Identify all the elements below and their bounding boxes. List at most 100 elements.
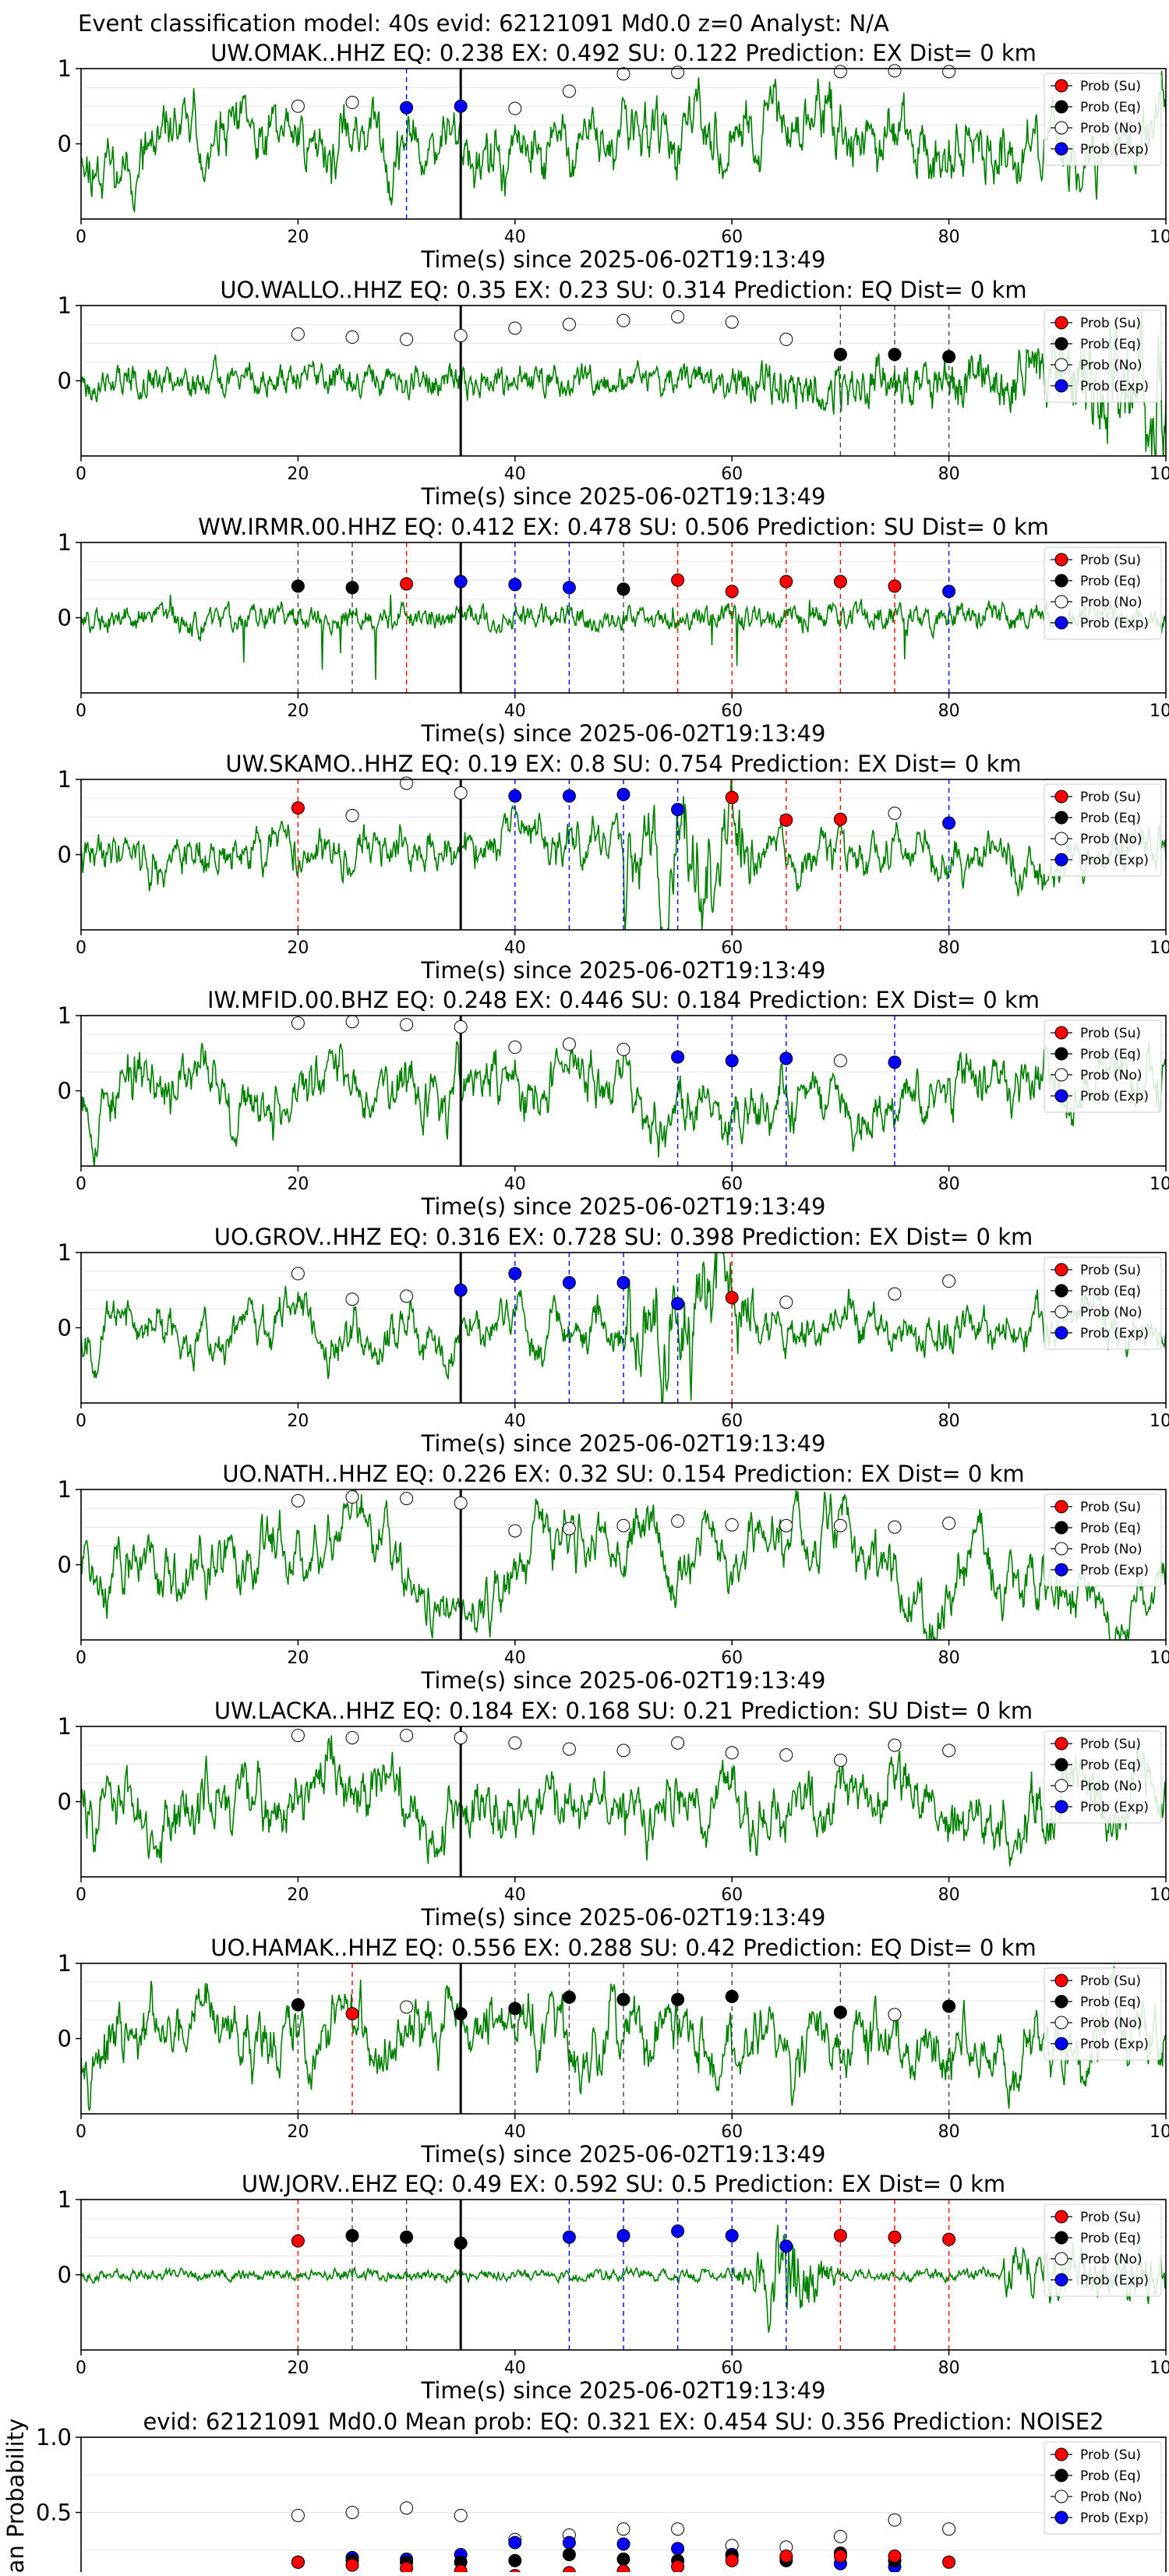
- prob-marker-su: [725, 585, 739, 599]
- panel-9: UO.HAMAK..HHZ EQ: 0.556 EX: 0.288 SU: 0.…: [58, 1935, 1169, 2168]
- panel-7: UO.NATH..HHZ EQ: 0.226 EX: 0.32 SU: 0.15…: [58, 1461, 1169, 1694]
- legend-marker-no: [1054, 1542, 1068, 1556]
- x-tick-label: 20: [287, 938, 309, 958]
- prob-marker-no: [345, 95, 359, 109]
- mean-prob-point-su: [779, 2549, 793, 2563]
- prob-marker-su: [291, 2234, 305, 2248]
- prob-marker-eq: [942, 1999, 956, 2013]
- x-tick-label: 20: [287, 1648, 309, 1668]
- legend-label-exp: Prob (Exp): [1080, 2037, 1149, 2052]
- prob-marker-no: [345, 1730, 359, 1744]
- mean-prob-point-eq: [562, 2548, 576, 2562]
- y-tick-label: 1: [58, 1476, 72, 1503]
- legend-label-eq: Prob (Eq): [1080, 1995, 1141, 2010]
- legend-box: [1044, 783, 1162, 877]
- prob-marker-exp: [779, 1051, 793, 1065]
- x-tick-label: 100: [1150, 1412, 1169, 1431]
- prob-marker-no: [725, 1746, 739, 1760]
- prob-marker-no: [400, 1729, 414, 1743]
- legend-box: [1044, 2441, 1162, 2535]
- legend-label-no: Prob (No): [1080, 832, 1143, 847]
- x-tick-label: 80: [938, 1885, 960, 1905]
- legend-label-exp: Prob (Exp): [1080, 1326, 1149, 1341]
- legend-label-exp: Prob (Exp): [1080, 853, 1149, 868]
- legend-label-no: Prob (No): [1080, 595, 1143, 610]
- prob-marker-eq: [454, 2236, 468, 2250]
- x-tick-label: 20: [287, 2122, 309, 2142]
- prob-marker-no: [291, 1267, 305, 1281]
- x-tick-label: 40: [504, 1648, 526, 1668]
- x-tick-label: 80: [938, 2122, 960, 2142]
- panel-title: UW.SKAMO..HHZ EQ: 0.19 EX: 0.8 SU: 0.754…: [225, 751, 1021, 777]
- y-tick-label: 1: [58, 529, 72, 556]
- legend-marker-exp: [1054, 2273, 1068, 2287]
- y-tick-label: 1: [58, 1002, 72, 1029]
- prob-marker-no: [508, 1524, 522, 1538]
- prob-marker-exp: [616, 1276, 630, 1290]
- legend-marker-eq: [1054, 574, 1068, 588]
- x-tick-label: 80: [938, 228, 960, 247]
- y-tick-label: 1: [58, 55, 72, 82]
- prob-marker-no: [508, 101, 522, 115]
- waveform-trace: [81, 1735, 1166, 1867]
- x-tick-label: 100: [1150, 228, 1169, 247]
- legend-label-exp: Prob (Exp): [1080, 2273, 1149, 2288]
- mean-prob-point-no: [400, 2501, 414, 2515]
- legend-box: [1044, 546, 1162, 640]
- legend-box: [1044, 1256, 1162, 1350]
- legend-marker-no: [1054, 358, 1068, 372]
- prob-marker-no: [671, 1514, 685, 1528]
- legend-marker-su: [1054, 79, 1068, 93]
- prob-marker-no: [942, 1274, 956, 1288]
- prob-marker-no: [562, 317, 576, 331]
- x-tick-label: 60: [721, 465, 743, 484]
- y-tick-label: 0: [58, 2026, 72, 2052]
- prob-marker-exp: [725, 1054, 739, 1068]
- panel-title: UO.WALLO..HHZ EQ: 0.35 EX: 0.23 SU: 0.31…: [220, 277, 1026, 303]
- prob-marker-no: [779, 1748, 793, 1762]
- legend-marker-exp: [1054, 1326, 1068, 1340]
- legend-marker-no: [1054, 121, 1068, 135]
- legend-marker-no: [1054, 1779, 1068, 1793]
- x-tick-label: 60: [721, 1648, 743, 1668]
- prob-marker-no: [345, 1015, 359, 1029]
- x-tick-label: 80: [938, 1175, 960, 1194]
- x-axis-label: Time(s) since 2025-06-02T19:13:49: [421, 483, 826, 510]
- x-tick-label: 60: [721, 2122, 743, 2142]
- legend-marker-exp: [1054, 142, 1068, 156]
- x-tick-label: 20: [287, 2359, 309, 2378]
- legend-label-su: Prob (Su): [1080, 316, 1141, 331]
- prob-marker-no: [291, 1729, 305, 1743]
- panel-4: UW.SKAMO..HHZ EQ: 0.19 EX: 0.8 SU: 0.754…: [58, 751, 1169, 984]
- waveform-trace: [81, 1966, 1166, 2111]
- waveform-trace: [81, 1489, 1166, 1640]
- axes-frame: [80, 2436, 1167, 2576]
- waveform-trace: [81, 1253, 1166, 1403]
- prob-marker-no: [616, 1744, 630, 1758]
- prob-marker-no: [616, 1518, 630, 1532]
- waveform: [81, 779, 1166, 930]
- x-axis-label: Time(s) since 2025-06-02T19:13:49: [421, 246, 826, 273]
- legend-marker-no: [1054, 2252, 1068, 2266]
- legend-marker-eq: [1054, 1758, 1068, 1772]
- legend-label-no: Prob (No): [1080, 1779, 1143, 1794]
- prob-marker-no: [345, 808, 359, 822]
- legend-marker-no: [1054, 1068, 1068, 1082]
- legend-box: [1044, 1019, 1162, 1113]
- prob-marker-no: [942, 65, 956, 79]
- legend-marker-exp: [1054, 853, 1068, 867]
- prob-marker-eq: [833, 348, 847, 362]
- x-tick-label: 100: [1150, 938, 1169, 958]
- x-tick-label: 40: [504, 1885, 526, 1905]
- legend-box: [1044, 2203, 1162, 2297]
- legend-marker-exp: [1054, 2037, 1068, 2051]
- prob-marker-no: [725, 1518, 739, 1532]
- prob-marker-no: [562, 84, 576, 98]
- legend-label-su: Prob (Su): [1080, 79, 1141, 94]
- legend-marker-su: [1054, 1026, 1068, 1040]
- prob-marker-no: [508, 1736, 522, 1750]
- prob-marker-exp: [671, 803, 685, 817]
- prob-marker-su: [779, 813, 793, 827]
